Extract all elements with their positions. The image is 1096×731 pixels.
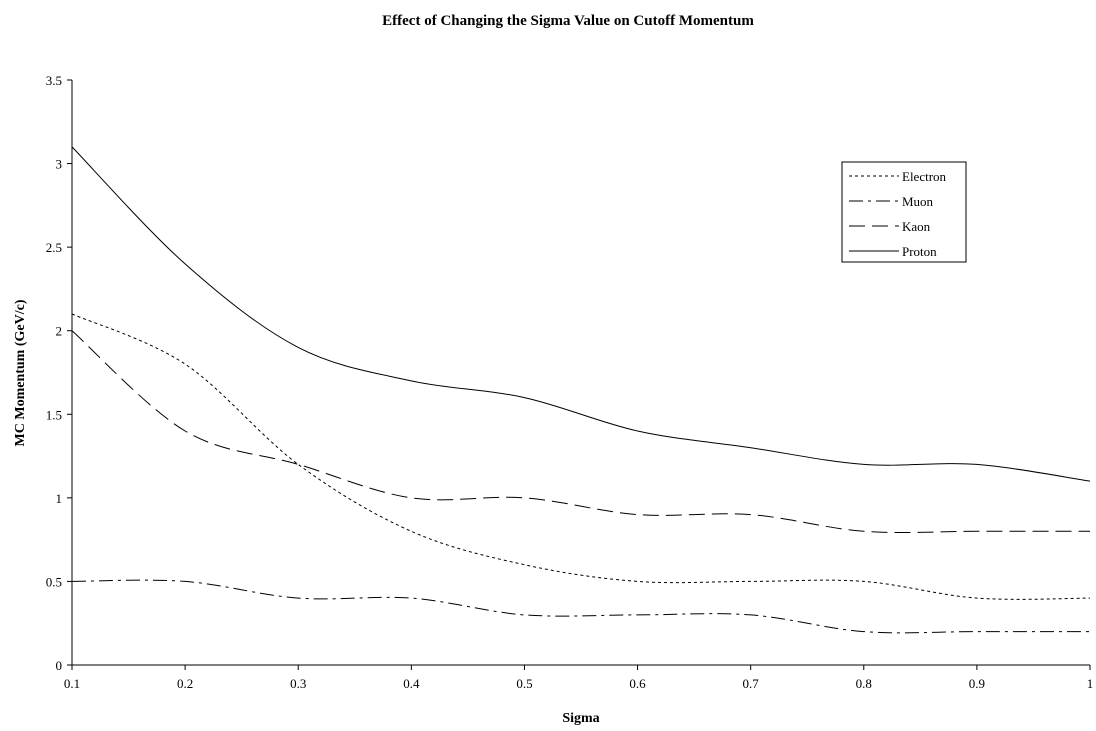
y-tick-label: 2.5 xyxy=(46,240,62,255)
series-line-electron xyxy=(71,313,1091,600)
y-tick-label: 3.5 xyxy=(46,73,62,88)
y-tick-label: 0 xyxy=(56,658,63,673)
legend-label-proton: Proton xyxy=(902,244,937,259)
x-tick-label: 1 xyxy=(1087,676,1094,691)
y-tick-label: 0.5 xyxy=(46,574,62,589)
legend: Electron Muon Kaon Proton xyxy=(841,161,967,263)
x-tick-label: 0.7 xyxy=(743,676,760,691)
x-tick-label: 0.1 xyxy=(64,676,80,691)
y-axis-label: MC Momentum (GeV/c) xyxy=(13,299,28,446)
series-line-muon xyxy=(71,579,1090,634)
x-tick-label: 0.8 xyxy=(856,676,872,691)
y-tick-label: 2 xyxy=(56,324,63,339)
legend-box xyxy=(841,161,967,263)
legend-label-kaon: Kaon xyxy=(902,219,931,234)
legend-label-electron: Electron xyxy=(902,169,947,184)
series-group xyxy=(71,146,1091,634)
series-line-proton xyxy=(71,146,1091,482)
x-tick-label: 0.2 xyxy=(177,676,193,691)
x-tick-label: 0.4 xyxy=(403,676,420,691)
y-tick-label: 3 xyxy=(56,157,63,172)
y-tick-label: 1.5 xyxy=(46,407,62,422)
x-tick-label: 0.6 xyxy=(629,676,646,691)
x-tick-label: 0.9 xyxy=(969,676,985,691)
chart-title: Effect of Changing the Sigma Value on Cu… xyxy=(382,13,754,29)
series-line-kaon xyxy=(71,330,1090,534)
axes: 0 0.5 1 1.5 2 2.5 3 3.5 0.1 0.2 0.3 0.4 0.5 0.6 0.7 0.8… xyxy=(46,73,1094,691)
x-tick-label: 0.5 xyxy=(516,676,532,691)
x-axis-label: Sigma xyxy=(562,711,599,726)
x-tick-label: 0.3 xyxy=(290,676,306,691)
legend-label-muon: Muon xyxy=(902,194,934,209)
y-tick-label: 1 xyxy=(56,491,63,506)
